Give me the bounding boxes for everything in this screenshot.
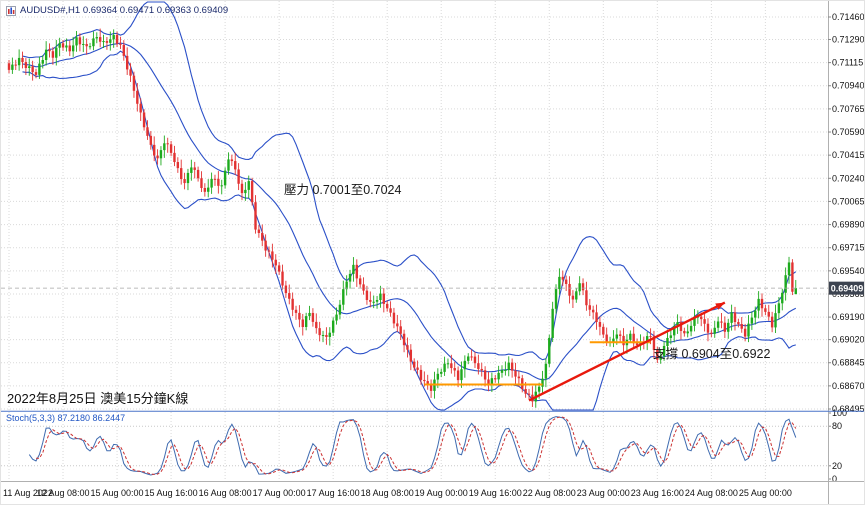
svg-text:0.70940: 0.70940 [832, 81, 865, 91]
svg-text:0.69890: 0.69890 [832, 220, 865, 230]
svg-text:22 Aug 08:00: 22 Aug 08:00 [523, 488, 576, 498]
resistance-annotation: 壓力 0.7001至0.7024 [284, 183, 402, 197]
svg-text:0.70590: 0.70590 [832, 127, 865, 137]
svg-text:18 Aug 08:00: 18 Aug 08:00 [361, 488, 414, 498]
svg-text:0.69190: 0.69190 [832, 312, 865, 322]
svg-text:0.68670: 0.68670 [832, 381, 865, 391]
svg-text:19 Aug 16:00: 19 Aug 16:00 [469, 488, 522, 498]
stoch-signal-line [36, 416, 797, 475]
svg-text:24 Aug 08:00: 24 Aug 08:00 [685, 488, 738, 498]
svg-text:80: 80 [832, 421, 842, 431]
stoch-indicator-label: Stoch(5,3,3) 87.2180 86.2447 [6, 413, 126, 423]
svg-text:15 Aug 16:00: 15 Aug 16:00 [145, 488, 198, 498]
grid-layer [1, 1, 828, 481]
svg-text:11 Aug 2022: 11 Aug 2022 [3, 488, 53, 498]
svg-text:0.71460: 0.71460 [832, 12, 865, 22]
svg-text:0.69409: 0.69409 [831, 284, 864, 294]
svg-text:0: 0 [832, 474, 837, 484]
svg-text:0.69540: 0.69540 [832, 266, 865, 276]
trend-arrow-head [715, 302, 725, 310]
svg-text:12 Aug 08:00: 12 Aug 08:00 [36, 488, 89, 498]
svg-text:23 Aug 16:00: 23 Aug 16:00 [631, 488, 684, 498]
svg-text:20: 20 [832, 461, 842, 471]
svg-text:17 Aug 00:00: 17 Aug 00:00 [253, 488, 306, 498]
svg-text:0.70765: 0.70765 [832, 104, 865, 114]
svg-text:0.69715: 0.69715 [832, 243, 865, 253]
svg-text:0.71115: 0.71115 [832, 58, 863, 68]
svg-text:0.70065: 0.70065 [832, 196, 865, 206]
svg-text:25 Aug 00:00: 25 Aug 00:00 [739, 488, 792, 498]
stoch-main-line [28, 416, 797, 476]
current-price-badge [829, 281, 864, 295]
symbol-title: AUDUSD#,H1 0.69364 0.69471 0.69363 0.694… [6, 5, 228, 16]
svg-text:0.68845: 0.68845 [832, 358, 865, 368]
svg-text:23 Aug 00:00: 23 Aug 00:00 [577, 488, 630, 498]
svg-text:16 Aug 08:00: 16 Aug 08:00 [199, 488, 252, 498]
svg-text:0.68495: 0.68495 [832, 404, 865, 414]
svg-text:19 Aug 00:00: 19 Aug 00:00 [415, 488, 468, 498]
svg-text:15 Aug 00:00: 15 Aug 00:00 [91, 488, 144, 498]
svg-text:0.69020: 0.69020 [832, 335, 865, 345]
svg-text:17 Aug 16:00: 17 Aug 16:00 [307, 488, 360, 498]
bollinger-upper [22, 1, 797, 361]
drawn-objects-layer[interactable] [424, 301, 726, 402]
svg-text:0.70240: 0.70240 [832, 173, 865, 183]
chart-window-icon [6, 5, 16, 16]
chart-caption: 2022年8月25日 澳美15分鐘K線 [7, 391, 189, 406]
svg-text:0.70415: 0.70415 [832, 150, 865, 160]
trend-arrow-line[interactable] [528, 301, 726, 402]
symbol-ohlc-text: AUDUSD#,H1 0.69364 0.69471 0.69363 0.694… [20, 5, 229, 16]
stoch-panel: 100 80 20 0 [1, 408, 847, 484]
support-annotation: 支撐 0.6904至0.6922 [653, 347, 771, 361]
svg-text:0.71290: 0.71290 [832, 34, 865, 44]
svg-text:100: 100 [832, 408, 847, 418]
